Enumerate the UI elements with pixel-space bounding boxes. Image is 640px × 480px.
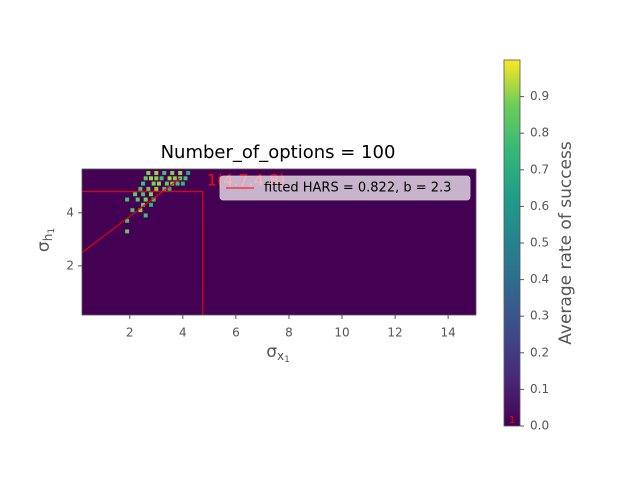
heatmap-cell <box>141 181 146 186</box>
heatmap-cell <box>130 208 135 213</box>
plot-frame <box>81 168 477 316</box>
heatmap-cell <box>138 186 143 191</box>
plot-content: 1(4.7,4.8)fitted HARS = 0.822, b = 2.3 <box>81 170 471 315</box>
fit-line <box>81 177 181 254</box>
heatmap-cell <box>167 186 172 191</box>
y-label-sub: h <box>41 234 55 242</box>
heatmap-cell <box>175 181 180 186</box>
colorbar-label: Average rate of success <box>556 141 576 345</box>
x-tick-label: 14 <box>441 326 456 340</box>
legend-label: fitted HARS = 0.822, b = 2.3 <box>264 181 451 196</box>
colorbar-tick-label: 0.7 <box>530 162 549 176</box>
heatmap-cell <box>143 197 148 202</box>
heatmap-cell <box>183 176 188 181</box>
heatmap-cell <box>125 229 130 234</box>
colorbar-tick-label: 0.1 <box>530 382 549 396</box>
threshold-box <box>82 191 204 315</box>
heatmap-cell <box>172 176 177 181</box>
heatmap-cell <box>170 181 175 186</box>
heatmap-cell <box>178 170 183 175</box>
y-tick-label: 2 <box>66 258 74 272</box>
x-axis-label: σx1 <box>266 342 290 365</box>
heatmap-cell <box>143 176 148 181</box>
colorbar-tick-label: 0.9 <box>530 89 549 103</box>
heatmap-cell <box>135 197 140 202</box>
x-tick-label: 2 <box>126 326 134 340</box>
heatmap-cell <box>170 170 175 175</box>
heatmap-cell <box>162 186 167 191</box>
x-tick-label: 10 <box>334 326 349 340</box>
x-label-subsub: 1 <box>284 355 290 365</box>
x-label-sub: x <box>277 349 284 363</box>
heatmap-cell <box>148 192 153 197</box>
heatmap-cell <box>146 186 151 191</box>
heatmap-cell <box>143 213 148 218</box>
y-label-subsub: 1 <box>47 228 57 234</box>
colorbar-tick-label: 0.2 <box>530 345 549 359</box>
x-label-base: σ <box>266 342 277 362</box>
colorbar-tick-label: 0.8 <box>530 126 549 140</box>
x-tick-label: 4 <box>179 326 187 340</box>
x-tick-label: 8 <box>285 326 293 340</box>
y-axis-label: σh1 <box>34 228 57 252</box>
y-tick-label: 4 <box>66 205 74 219</box>
heatmap-cell <box>154 176 159 181</box>
heatmap-cell <box>125 218 130 223</box>
heatmap-cell <box>133 192 138 197</box>
heatmap-cell <box>162 170 167 175</box>
heatmap-cell <box>186 170 191 175</box>
legend-box <box>219 175 471 201</box>
heatmap-cell <box>151 181 156 186</box>
heatmap-cell <box>138 208 143 213</box>
heatmap-cell <box>154 186 159 191</box>
colorbar <box>503 59 521 427</box>
colorbar-tick-label: 0.4 <box>530 272 549 286</box>
heatmap-cell <box>146 170 151 175</box>
colorbar-tick-label: 0.0 <box>530 419 549 433</box>
colorbar-tick-label: 0.6 <box>530 199 549 213</box>
heatmap-cell <box>141 192 146 197</box>
colorbar-marker: 1 <box>509 415 515 426</box>
heatmap-cell <box>167 176 172 181</box>
colorbar-tick-label: 0.5 <box>530 236 549 250</box>
y-label-base: σ <box>34 241 54 252</box>
colorbar-tick-label: 0.3 <box>530 309 549 323</box>
heatmap-cell <box>180 181 185 186</box>
x-tick-label: 6 <box>232 326 240 340</box>
heatmap-cell <box>164 181 169 186</box>
chart-title: Number_of_options = 100 <box>161 142 396 163</box>
heatmap-cell <box>125 197 130 202</box>
heatmap-cell <box>156 181 161 186</box>
heatmap-cell <box>148 202 153 207</box>
heatmap-cell <box>151 197 156 202</box>
heatmap-cell <box>148 176 153 181</box>
heatmap-cell <box>141 202 146 207</box>
x-tick-label: 12 <box>387 326 402 340</box>
heatmap-cell <box>159 176 164 181</box>
heatmap-cell <box>154 170 159 175</box>
